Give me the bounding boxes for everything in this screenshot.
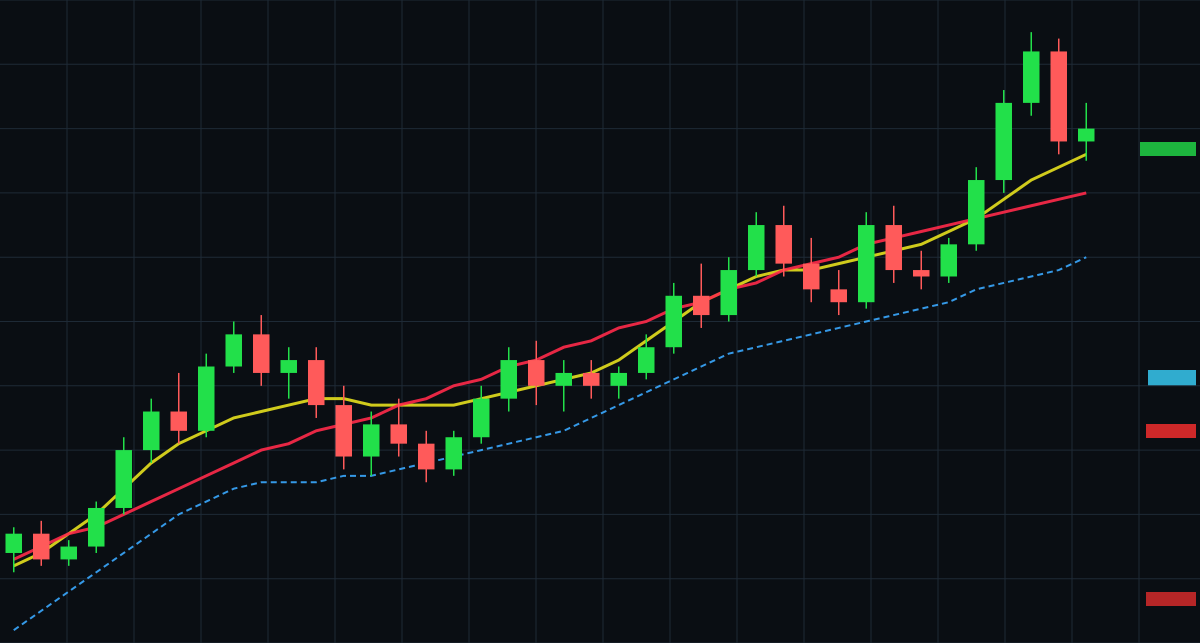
candle-body bbox=[885, 225, 902, 271]
candle-body bbox=[528, 360, 545, 386]
candle-body bbox=[363, 424, 380, 457]
right-axis-decoration bbox=[1140, 142, 1196, 606]
candle-body bbox=[170, 411, 187, 431]
candle-body bbox=[968, 180, 985, 245]
candle-body bbox=[583, 372, 600, 386]
price-marker bbox=[1146, 424, 1196, 438]
candle-body bbox=[638, 347, 655, 373]
candle-body bbox=[1078, 128, 1095, 142]
candle-body bbox=[445, 437, 462, 470]
candle-body bbox=[775, 225, 792, 264]
candle-body bbox=[555, 372, 572, 386]
candle-body bbox=[665, 295, 682, 348]
candle-body bbox=[390, 424, 407, 444]
candle-body bbox=[225, 334, 242, 367]
candle-body bbox=[913, 270, 930, 277]
price-marker bbox=[1146, 592, 1196, 606]
candle-body bbox=[995, 102, 1012, 181]
candle-body bbox=[693, 295, 710, 316]
candle-body bbox=[803, 263, 820, 290]
candle-body bbox=[115, 450, 132, 508]
moving-average bbox=[13, 152, 1087, 568]
candle-body bbox=[335, 405, 352, 457]
candle-body bbox=[1023, 51, 1040, 103]
candle-body bbox=[720, 270, 737, 316]
candle-body bbox=[33, 533, 50, 560]
candle-body bbox=[500, 360, 517, 399]
candle-body bbox=[610, 372, 627, 386]
candle-body bbox=[253, 334, 270, 373]
candle-body bbox=[1050, 51, 1067, 142]
candle-body bbox=[308, 360, 325, 406]
candle-body bbox=[858, 225, 875, 303]
candle-body bbox=[5, 533, 22, 553]
candle-body bbox=[280, 360, 297, 373]
moving-average bbox=[13, 256, 1087, 631]
candle-body bbox=[143, 411, 160, 451]
candle-body bbox=[418, 443, 435, 470]
candle-body bbox=[198, 366, 215, 431]
price-marker bbox=[1148, 370, 1196, 386]
candle-body bbox=[88, 507, 105, 547]
candle-body bbox=[940, 244, 957, 277]
candle-body bbox=[60, 546, 77, 560]
candle-body bbox=[748, 225, 765, 271]
candle-body bbox=[473, 398, 490, 438]
moving-average bbox=[13, 191, 1087, 561]
price-marker bbox=[1140, 142, 1196, 156]
candle-body bbox=[830, 289, 847, 303]
